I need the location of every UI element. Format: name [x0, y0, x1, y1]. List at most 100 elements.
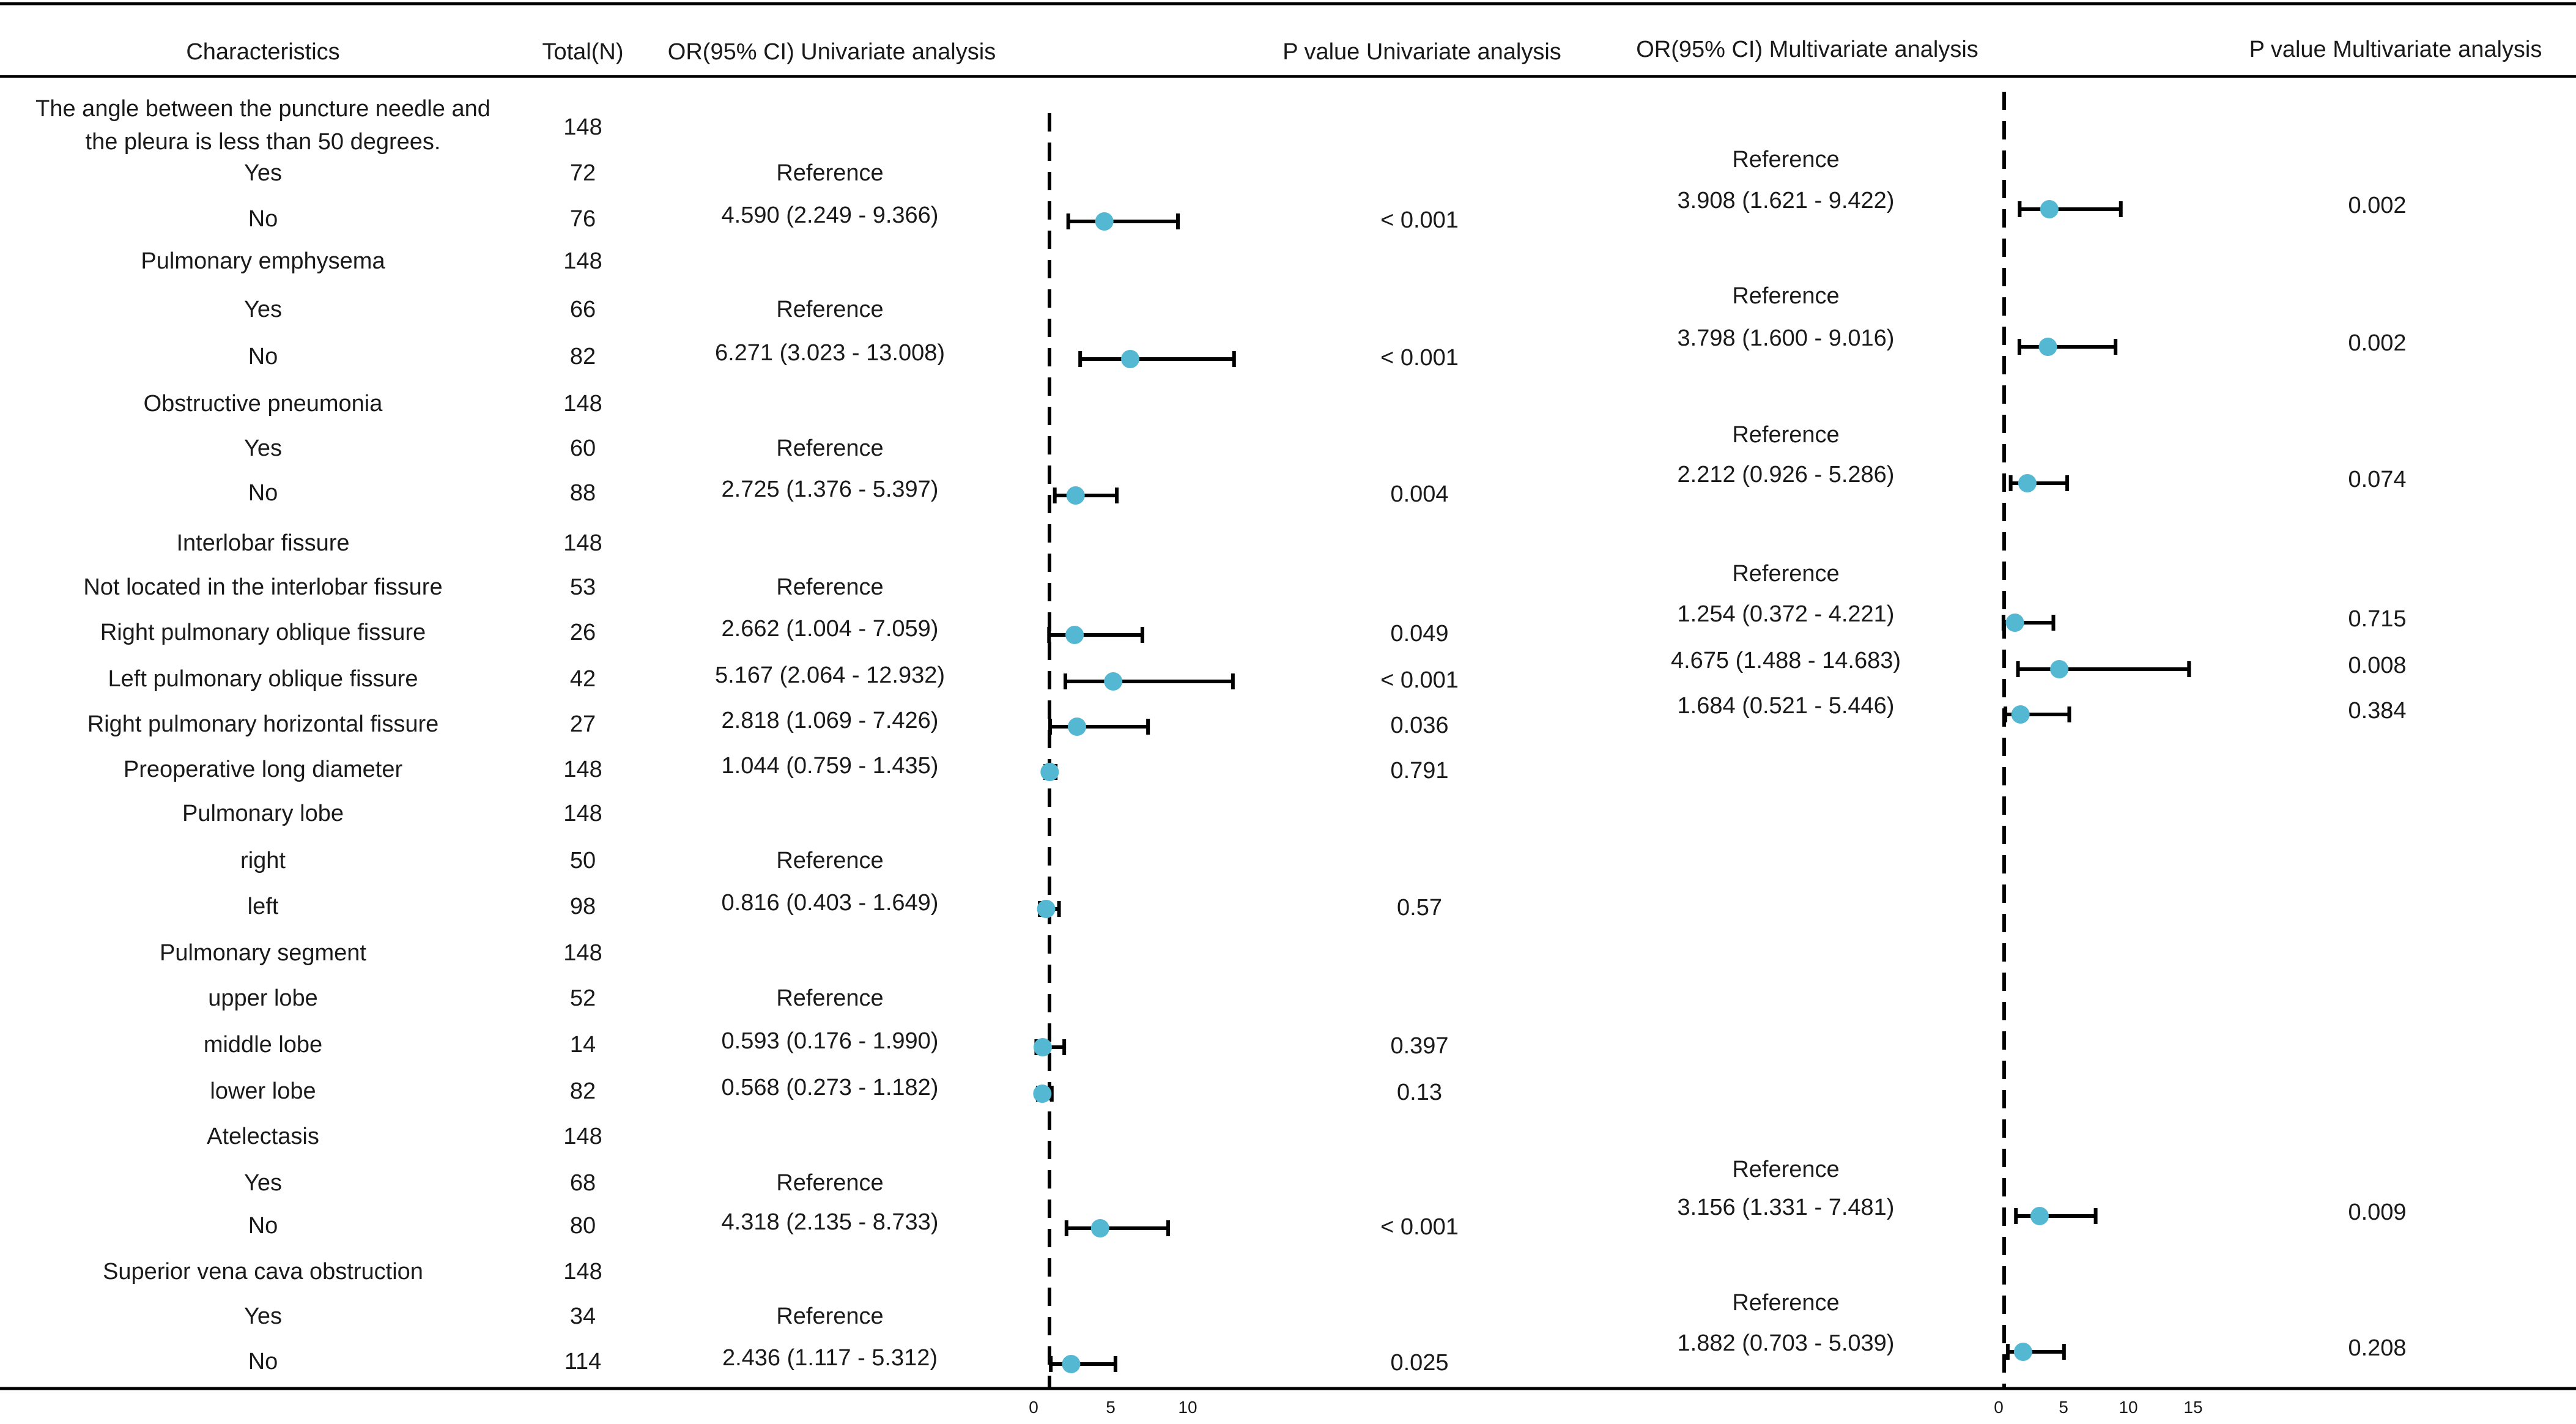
- row-label: Preoperative long diameter: [123, 757, 403, 782]
- univariate-estimate-point: [1095, 212, 1114, 231]
- univariate-or-ci: 4.590 (2.249 - 9.366): [721, 202, 939, 228]
- row-label: Left pulmonary oblique fissure: [108, 666, 418, 692]
- multivariate-or-ci: 1.254 (0.372 - 4.221): [1677, 601, 1895, 627]
- row-label: No: [248, 206, 278, 232]
- univariate-p-value: 0.049: [1390, 621, 1449, 647]
- row-label: lower lobe: [210, 1078, 316, 1104]
- univariate-estimate-point: [1068, 718, 1087, 736]
- univariate-estimate-point: [1037, 900, 1056, 918]
- univariate-estimate-point: [1040, 763, 1059, 781]
- univariate-or-ci: 4.318 (2.135 - 8.733): [721, 1209, 939, 1235]
- row-label: No: [248, 1213, 278, 1239]
- univariate-p-value: 0.13: [1397, 1080, 1442, 1105]
- univariate-or-ci: 0.593 (0.176 - 1.990): [721, 1028, 939, 1054]
- multivariate-reference: Reference: [1732, 283, 1840, 309]
- multivariate-p-value: 0.074: [2348, 467, 2407, 492]
- row-total: 42: [569, 666, 596, 692]
- row-total: 53: [569, 574, 596, 600]
- row-total: 98: [569, 894, 596, 919]
- row-total: 82: [569, 1078, 596, 1104]
- univariate-estimate-point: [1066, 486, 1085, 505]
- multivariate-p-value: 0.008: [2348, 653, 2407, 678]
- univariate-or-ci: 2.725 (1.376 - 5.397): [721, 477, 939, 502]
- univariate-or-ci: 1.044 (0.759 - 1.435): [721, 753, 939, 779]
- univariate-p-value: 0.791: [1390, 758, 1449, 784]
- multivariate-or-ci: 3.908 (1.621 - 9.422): [1677, 188, 1895, 213]
- univariate-or-ci: 2.436 (1.117 - 5.312): [722, 1345, 938, 1371]
- multivariate-or-ci: 1.882 (0.703 - 5.039): [1677, 1330, 1895, 1356]
- row-label: No: [248, 480, 278, 506]
- row-label: middle lobe: [203, 1032, 323, 1058]
- row-label: Yes: [244, 1303, 282, 1329]
- row-label: Yes: [244, 436, 282, 461]
- header-total: Total(N): [542, 39, 624, 65]
- multivariate-estimate-point: [2018, 474, 2037, 492]
- univariate-estimate-point: [1104, 672, 1123, 691]
- univariate-or-ci: 0.568 (0.273 - 1.182): [721, 1075, 939, 1100]
- row-total: 72: [569, 160, 596, 186]
- row-total: 82: [569, 344, 596, 369]
- row-total: 26: [569, 620, 596, 645]
- multivariate-or-ci: 1.684 (0.521 - 5.446): [1677, 693, 1895, 719]
- row-label: Obstructive pneumonia: [143, 391, 383, 417]
- univariate-reference: Reference: [776, 297, 884, 322]
- univariate-p-value: 0.004: [1390, 481, 1449, 507]
- row-label: Atelectasis: [207, 1124, 319, 1149]
- row-total: 52: [569, 985, 596, 1011]
- univariate-estimate-point: [1121, 350, 1140, 368]
- multivariate-estimate-point: [2030, 1207, 2049, 1225]
- header-p-univariate: P value Univariate analysis: [1282, 39, 1561, 65]
- multivariate-p-value: 0.002: [2348, 193, 2407, 218]
- univariate-estimate-point: [1090, 1219, 1109, 1237]
- row-total: 148: [563, 1259, 602, 1285]
- row-label: Yes: [244, 160, 282, 186]
- row-total: 27: [569, 711, 596, 737]
- univariate-reference: Reference: [776, 1170, 884, 1196]
- univariate-or-ci: 5.167 (2.064 - 12.932): [714, 662, 946, 688]
- axis-tick-label: 15: [2183, 1398, 2203, 1417]
- multivariate-reference: Reference: [1732, 1157, 1840, 1182]
- multivariate-estimate-point: [2011, 705, 2030, 724]
- univariate-estimate-point: [1033, 1038, 1052, 1056]
- row-total: 60: [569, 436, 596, 461]
- univariate-estimate-point: [1033, 1085, 1052, 1103]
- header-or-univariate: OR(95% CI) Univariate analysis: [667, 39, 996, 65]
- multivariate-reference: Reference: [1732, 422, 1840, 448]
- row-label: Pulmonary emphysema: [141, 248, 385, 274]
- row-label: Right pulmonary horizontal fissure: [87, 711, 439, 737]
- row-total: 66: [569, 297, 596, 322]
- univariate-p-value: 0.025: [1390, 1350, 1449, 1376]
- row-label: right: [240, 848, 286, 873]
- multivariate-p-value: 0.715: [2348, 606, 2407, 632]
- univariate-reference: Reference: [776, 436, 884, 461]
- univariate-p-value: < 0.001: [1380, 667, 1459, 693]
- row-label: Yes: [244, 1170, 282, 1196]
- univariate-reference: Reference: [776, 574, 884, 600]
- univariate-p-value: 0.036: [1390, 713, 1449, 738]
- row-label: Yes: [244, 297, 282, 322]
- row-total: 50: [569, 848, 596, 873]
- row-total: 68: [569, 1170, 596, 1196]
- row-label: Not located in the interlobar fissure: [83, 574, 443, 600]
- univariate-p-value: 0.57: [1397, 895, 1442, 921]
- axis-tick-label: 0: [1994, 1398, 2004, 1417]
- multivariate-p-value: 0.002: [2348, 330, 2407, 356]
- row-total: 148: [563, 940, 602, 966]
- univariate-p-value: < 0.001: [1380, 207, 1459, 233]
- row-label: Interlobar fissure: [176, 530, 350, 556]
- multivariate-estimate-point: [2040, 200, 2059, 218]
- row-label: The angle between the puncture needle an…: [35, 96, 490, 122]
- multivariate-p-value: 0.384: [2348, 698, 2407, 724]
- axis-tick-label: 10: [2119, 1398, 2138, 1417]
- univariate-reference: Reference: [776, 985, 884, 1011]
- row-total: 34: [569, 1303, 596, 1329]
- univariate-estimate-point: [1065, 626, 1084, 644]
- row-label: left: [247, 894, 279, 919]
- multivariate-estimate-point: [2013, 1343, 2032, 1361]
- row-label: Pulmonary segment: [160, 940, 366, 966]
- univariate-or-ci: 0.816 (0.403 - 1.649): [721, 890, 939, 916]
- multivariate-or-ci: 2.212 (0.926 - 5.286): [1677, 462, 1895, 488]
- univariate-p-value: 0.397: [1390, 1033, 1449, 1059]
